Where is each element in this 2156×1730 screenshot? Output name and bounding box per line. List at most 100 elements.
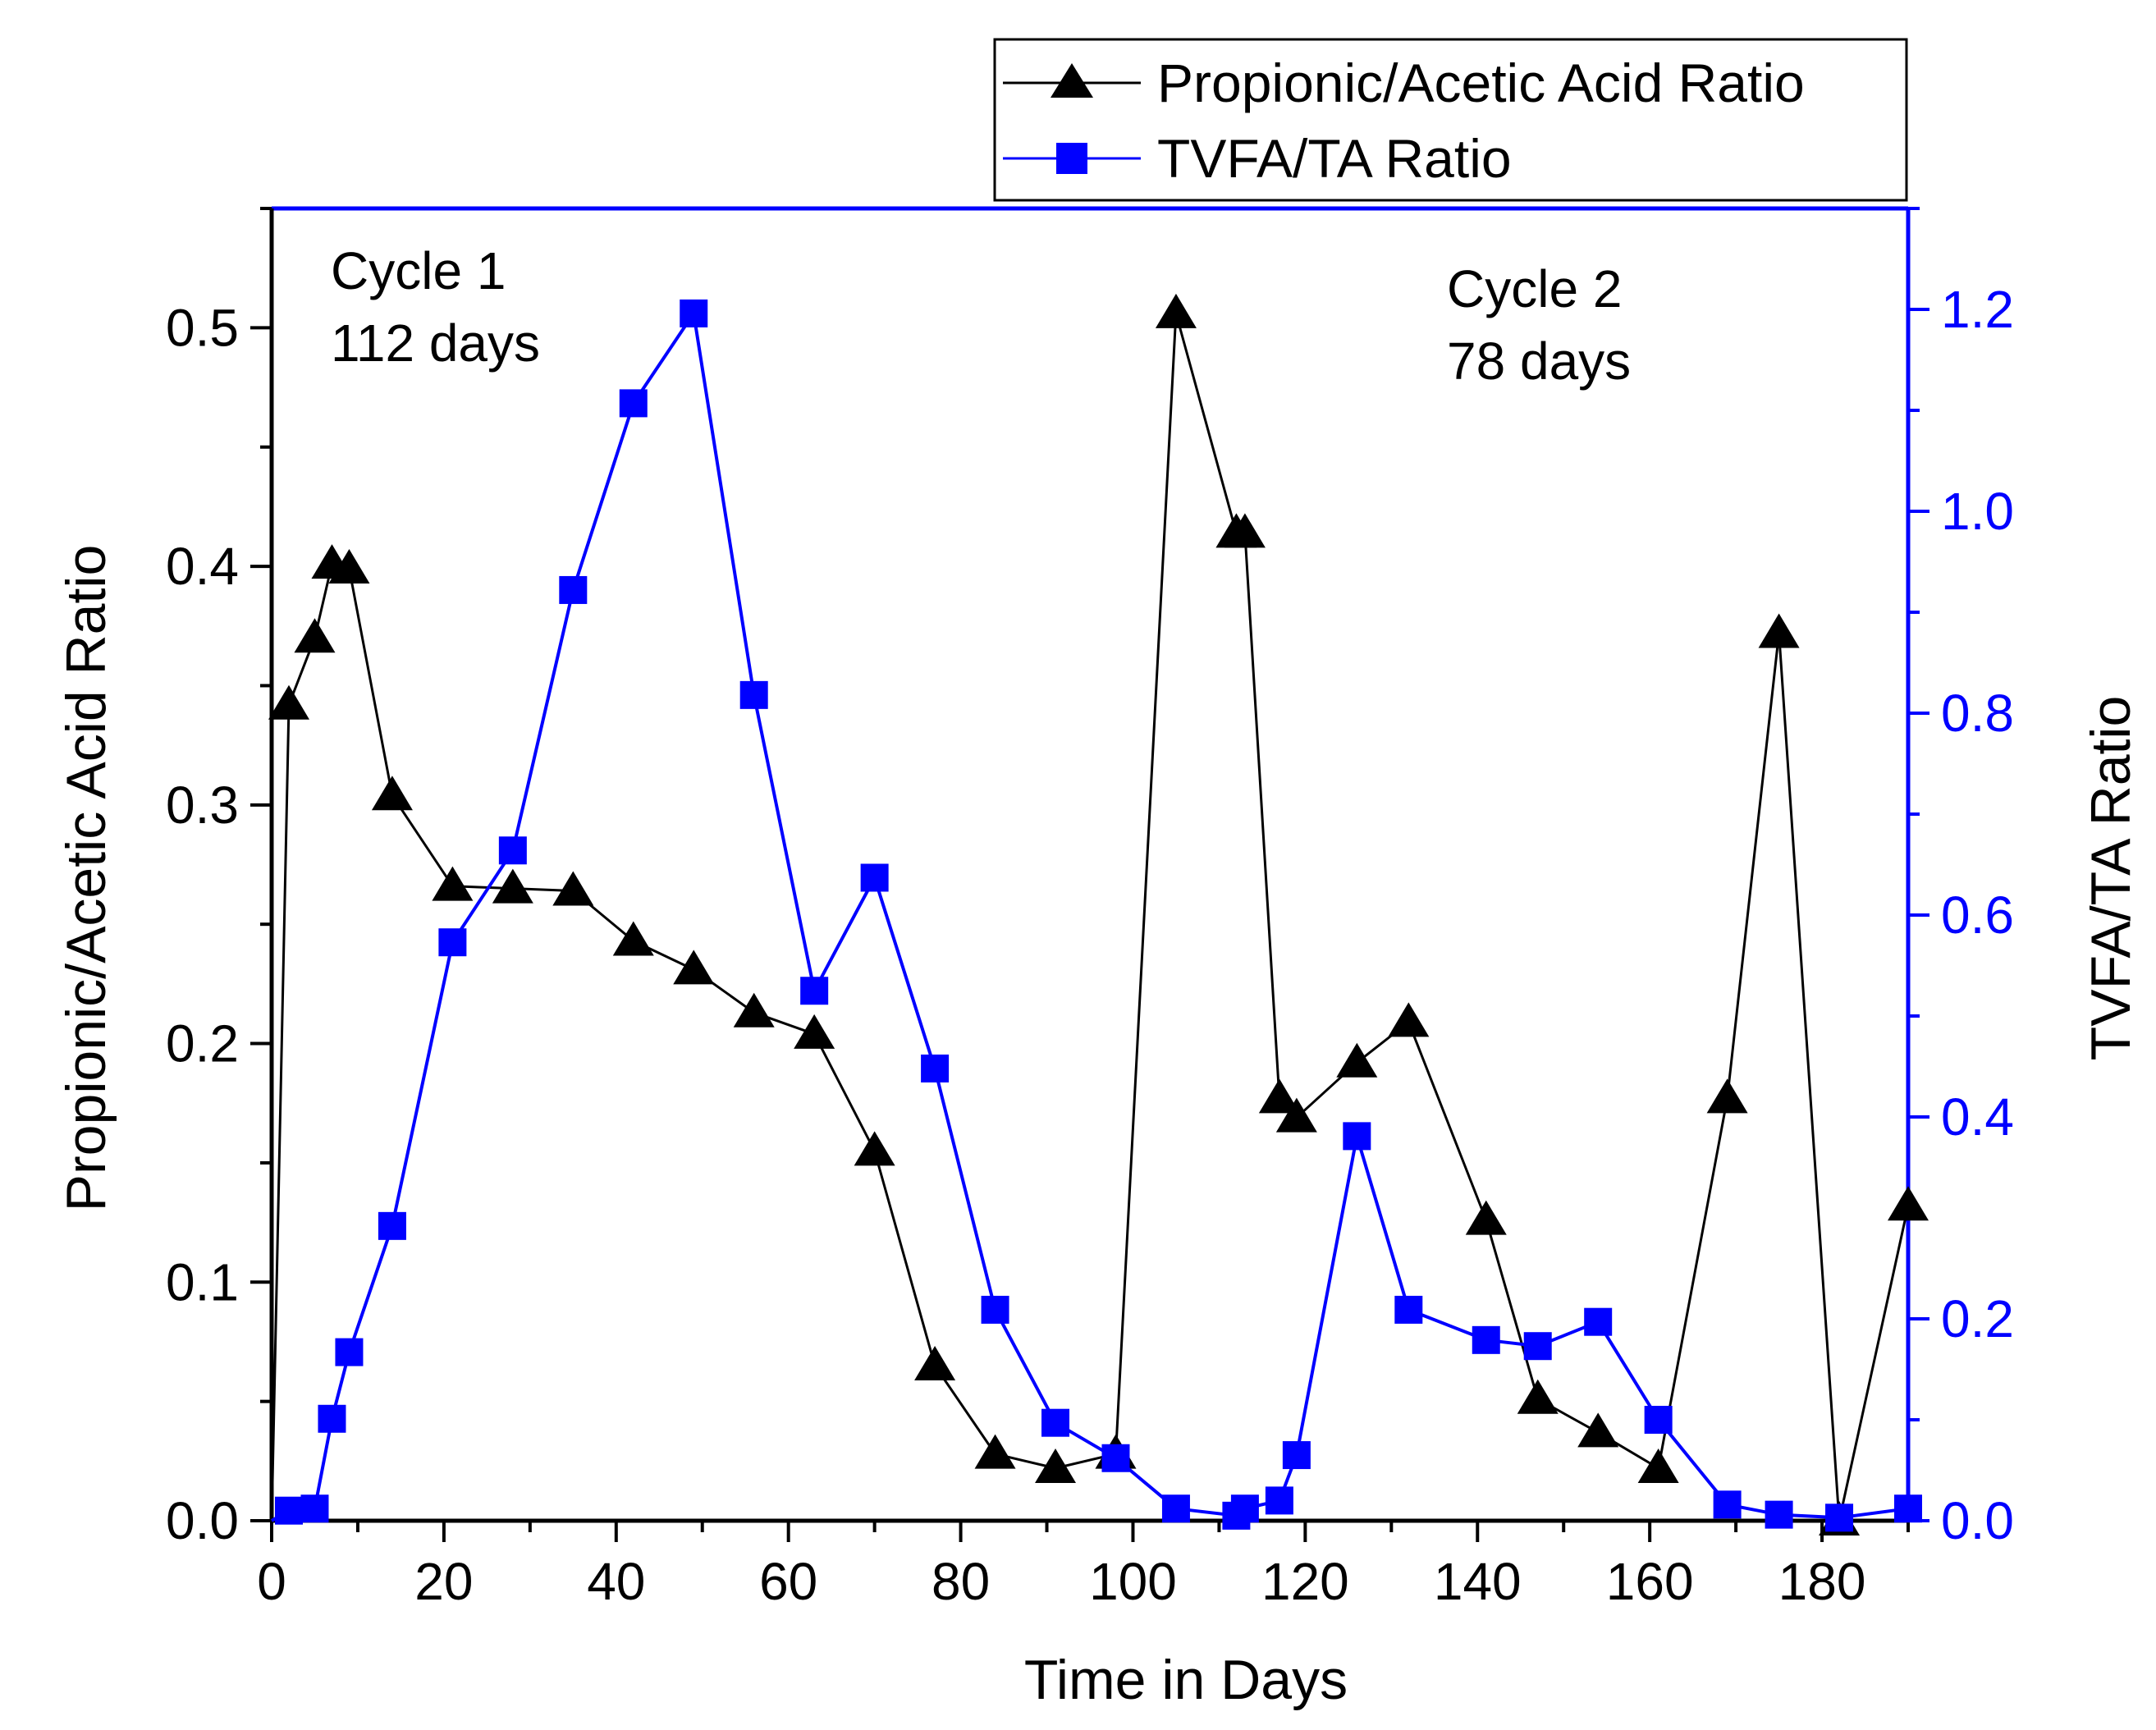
x-tick-label: 80 xyxy=(932,1552,990,1611)
data-point-triangle xyxy=(432,866,474,901)
legend: Propionic/Acetic Acid Ratio TVFA/TA Rati… xyxy=(993,38,1908,202)
data-point-triangle xyxy=(733,992,775,1027)
y-axis-right-title: TVFA/TA Ratio xyxy=(2080,696,2142,1061)
annotation-cycle-2-line1: Cycle 2 xyxy=(1447,259,1622,318)
legend-label-propionic: Propionic/Acetic Acid Ratio xyxy=(1157,53,1805,113)
x-tick-label: 120 xyxy=(1261,1552,1349,1611)
data-point-triangle xyxy=(552,871,594,906)
data-point-triangle xyxy=(1706,1078,1748,1114)
data-point-triangle xyxy=(371,776,413,811)
data-point-triangle xyxy=(1035,1449,1077,1484)
plot-area xyxy=(269,206,1911,1523)
y-left-tick-label: 0.4 xyxy=(166,537,239,596)
series-line xyxy=(270,312,1910,1522)
annotation-cycle-1: Cycle 1 112 days xyxy=(331,241,540,373)
legend-marker-square xyxy=(1056,143,1087,174)
data-point-square xyxy=(1894,1494,1922,1523)
y-right-tick-label: 0.6 xyxy=(1941,886,2014,945)
data-point-square xyxy=(1825,1503,1854,1532)
data-point-triangle xyxy=(974,1434,1016,1469)
data-point-triangle xyxy=(1888,1186,1929,1221)
data-point-triangle xyxy=(673,950,715,985)
data-point-square xyxy=(860,863,889,892)
legend-label-tvfa: TVFA/TA Ratio xyxy=(1157,128,1512,189)
data-point-square xyxy=(1343,1122,1371,1151)
data-point-triangle xyxy=(1577,1412,1619,1448)
data-point-square xyxy=(1765,1500,1793,1529)
data-point-square xyxy=(680,299,708,327)
y-left-tick-label: 0.2 xyxy=(166,1014,239,1073)
axis-ticks: 0 20 40 60 80 100 120 140 160 180 0.0 0.1 0.2 0.3 0.4 0… xyxy=(166,207,2014,1611)
data-point-triangle xyxy=(612,921,654,956)
data-point-square xyxy=(1713,1490,1742,1519)
x-axis-title: Time in Days xyxy=(1024,1649,1348,1711)
data-point-triangle xyxy=(1336,1042,1378,1078)
data-point-square xyxy=(438,928,467,957)
data-point-square xyxy=(300,1494,329,1523)
data-point-square xyxy=(1644,1406,1673,1434)
y-right-tick-label: 0.2 xyxy=(1941,1289,2014,1348)
data-point-square xyxy=(1523,1332,1552,1361)
x-tick-label: 20 xyxy=(414,1552,473,1611)
data-point-square xyxy=(1394,1295,1423,1324)
data-point-square xyxy=(739,680,768,709)
x-tick-label: 60 xyxy=(759,1552,817,1611)
data-point-triangle xyxy=(1388,1002,1430,1037)
legend-marker-triangle xyxy=(1051,63,1093,98)
x-tick-label: 140 xyxy=(1434,1552,1522,1611)
legend-box xyxy=(993,38,1908,202)
data-point-triangle xyxy=(1517,1379,1559,1414)
y-right-tick-label: 0.8 xyxy=(1941,684,2014,743)
x-tick-label: 40 xyxy=(587,1552,645,1611)
data-point-square xyxy=(335,1338,364,1366)
y-axis-left-title: Propionic/Acetic Acid Ratio xyxy=(55,545,117,1212)
data-point-square xyxy=(1230,1494,1259,1523)
series-propionic-acetic xyxy=(268,293,1929,1535)
series-layer xyxy=(268,293,1929,1535)
y-right-tick-label: 0.4 xyxy=(1941,1087,2014,1146)
data-point-triangle xyxy=(854,1131,895,1166)
data-point-triangle xyxy=(492,868,533,904)
data-point-square xyxy=(1101,1444,1130,1472)
data-point-triangle xyxy=(1758,613,1800,648)
annotation-cycle-2-line2: 78 days xyxy=(1447,332,1631,391)
data-point-triangle xyxy=(1465,1200,1507,1235)
y-right-tick-label: 1.0 xyxy=(1941,482,2014,541)
x-tick-label: 100 xyxy=(1089,1552,1177,1611)
y-left-tick-label: 0.1 xyxy=(166,1252,239,1311)
annotation-cycle-2: Cycle 2 78 days xyxy=(1447,259,1631,391)
data-point-square xyxy=(1161,1494,1190,1523)
data-point-square xyxy=(1265,1486,1293,1515)
data-point-triangle xyxy=(328,548,370,584)
data-point-square xyxy=(1041,1408,1070,1437)
data-point-triangle xyxy=(1275,1097,1317,1133)
y-left-tick-label: 0.3 xyxy=(166,776,239,835)
x-tick-label: 0 xyxy=(257,1552,286,1611)
series-line xyxy=(270,311,1909,1522)
y-right-tick-label: 1.2 xyxy=(1941,280,2014,339)
data-point-square xyxy=(921,1054,950,1082)
annotation-cycle-1-line2: 112 days xyxy=(331,314,540,373)
data-point-square xyxy=(498,836,527,865)
data-point-triangle xyxy=(294,618,336,653)
y-right-tick-label: 0.0 xyxy=(1941,1491,2014,1550)
data-point-square xyxy=(800,977,829,1005)
data-point-triangle xyxy=(1258,1078,1300,1114)
data-point-square xyxy=(1472,1325,1500,1354)
data-point-square xyxy=(274,1496,303,1525)
data-point-triangle xyxy=(914,1346,956,1381)
data-point-square xyxy=(1584,1307,1613,1336)
data-point-triangle xyxy=(794,1014,835,1049)
y-left-tick-label: 0.0 xyxy=(166,1491,239,1550)
y-left-tick-label: 0.5 xyxy=(166,298,239,357)
annotation-cycle-1-line1: Cycle 1 xyxy=(331,241,506,300)
series-tvfa-ta xyxy=(270,299,1922,1532)
data-point-triangle xyxy=(1224,513,1266,548)
data-point-square xyxy=(559,575,588,604)
x-tick-label: 180 xyxy=(1778,1552,1866,1611)
data-point-square xyxy=(619,389,648,418)
data-point-triangle xyxy=(1155,293,1197,328)
data-point-square xyxy=(318,1404,346,1433)
data-point-triangle xyxy=(1637,1449,1679,1484)
